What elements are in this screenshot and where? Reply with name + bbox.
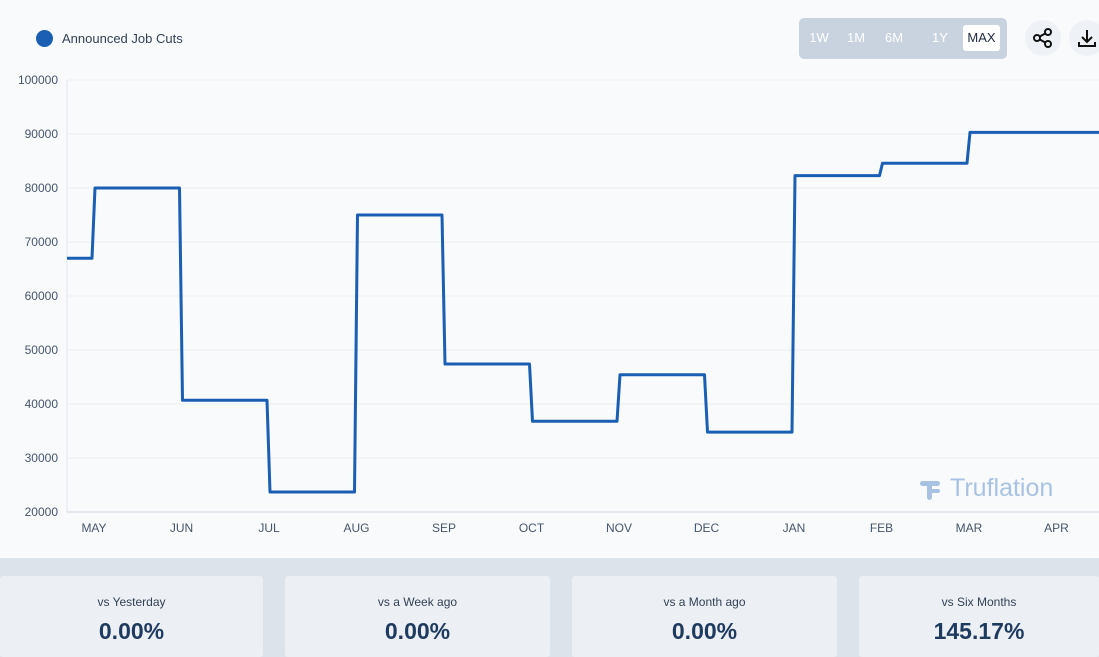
chart-series xyxy=(67,130,1099,494)
y-tick-label: 60000 xyxy=(25,289,59,303)
stat-value: 0.00% xyxy=(384,618,451,644)
y-tick-label: 50000 xyxy=(25,343,59,357)
y-tick-label: 40000 xyxy=(25,397,59,411)
legend-color-dot xyxy=(36,30,53,47)
range-button-1m[interactable]: 1M xyxy=(846,30,866,45)
x-tick-label: JUN xyxy=(170,521,193,535)
y-tick-label: 30000 xyxy=(25,451,59,465)
chart-grid xyxy=(67,79,1099,513)
legend-label: Announced Job Cuts xyxy=(62,31,183,46)
stat-card-month: vs a Month ago 0.00% xyxy=(572,576,837,657)
x-tick-label: JUL xyxy=(258,521,280,535)
y-tick-label: 100000 xyxy=(18,73,58,87)
download-button[interactable] xyxy=(1069,20,1099,56)
stat-card-six-months: vs Six Months 145.17% xyxy=(859,576,1099,657)
chart-legend[interactable]: Announced Job Cuts xyxy=(36,30,183,47)
x-tick-label: OCT xyxy=(519,521,545,535)
y-tick-label: 80000 xyxy=(25,181,59,195)
range-button-1w[interactable]: 1W xyxy=(809,30,829,45)
x-tick-label: FEB xyxy=(870,521,893,535)
stat-label: vs a Week ago xyxy=(377,595,458,609)
truflation-logo-icon xyxy=(920,480,940,500)
stat-label: vs Six Months xyxy=(941,595,1017,609)
time-range-selector: 1W 1M 6M 1Y MAX xyxy=(799,18,1007,59)
x-tick-label: MAR xyxy=(956,521,983,535)
x-tick-label: APR xyxy=(1044,521,1069,535)
x-tick-label: AUG xyxy=(343,521,369,535)
x-tick-label: NOV xyxy=(606,521,632,535)
x-tick-label: MAY xyxy=(81,521,106,535)
stat-label: vs a Month ago xyxy=(663,595,746,609)
stat-card-week: vs a Week ago 0.00% xyxy=(285,576,550,657)
stat-label: vs Yesterday xyxy=(97,595,166,609)
range-button-1y[interactable]: 1Y xyxy=(932,30,948,45)
truflation-watermark: Truflation xyxy=(918,474,1053,503)
stat-value: 0.00% xyxy=(98,618,165,644)
watermark-text: Truflation xyxy=(950,474,1054,502)
share-button[interactable] xyxy=(1025,20,1061,56)
x-tick-label: SEP xyxy=(432,521,456,535)
stat-card-yesterday: vs Yesterday 0.00% xyxy=(0,576,263,657)
y-axis: 20000 30000 40000 50000 60000 70000 80000 90000… xyxy=(18,73,68,519)
download-icon xyxy=(1078,30,1096,47)
y-tick-label: 20000 xyxy=(25,505,59,519)
stat-value: 0.00% xyxy=(671,618,738,644)
job-cuts-chart: 20000 30000 40000 50000 60000 70000 80000 90000… xyxy=(18,73,1099,535)
range-button-max[interactable]: MAX xyxy=(963,25,1000,51)
x-tick-label: JAN xyxy=(783,521,806,535)
y-tick-label: 90000 xyxy=(25,127,59,141)
x-tick-label: DEC xyxy=(694,521,720,535)
share-icon xyxy=(1033,28,1052,48)
series-line-announced-job-cuts xyxy=(67,130,1099,494)
range-button-6m[interactable]: 6M xyxy=(884,30,904,45)
y-tick-label: 70000 xyxy=(25,235,59,249)
x-axis: MAY JUN JUL AUG SEP OCT NOV DEC JAN FEB MAR APR xyxy=(67,511,1099,535)
stat-value: 145.17% xyxy=(933,618,1025,644)
